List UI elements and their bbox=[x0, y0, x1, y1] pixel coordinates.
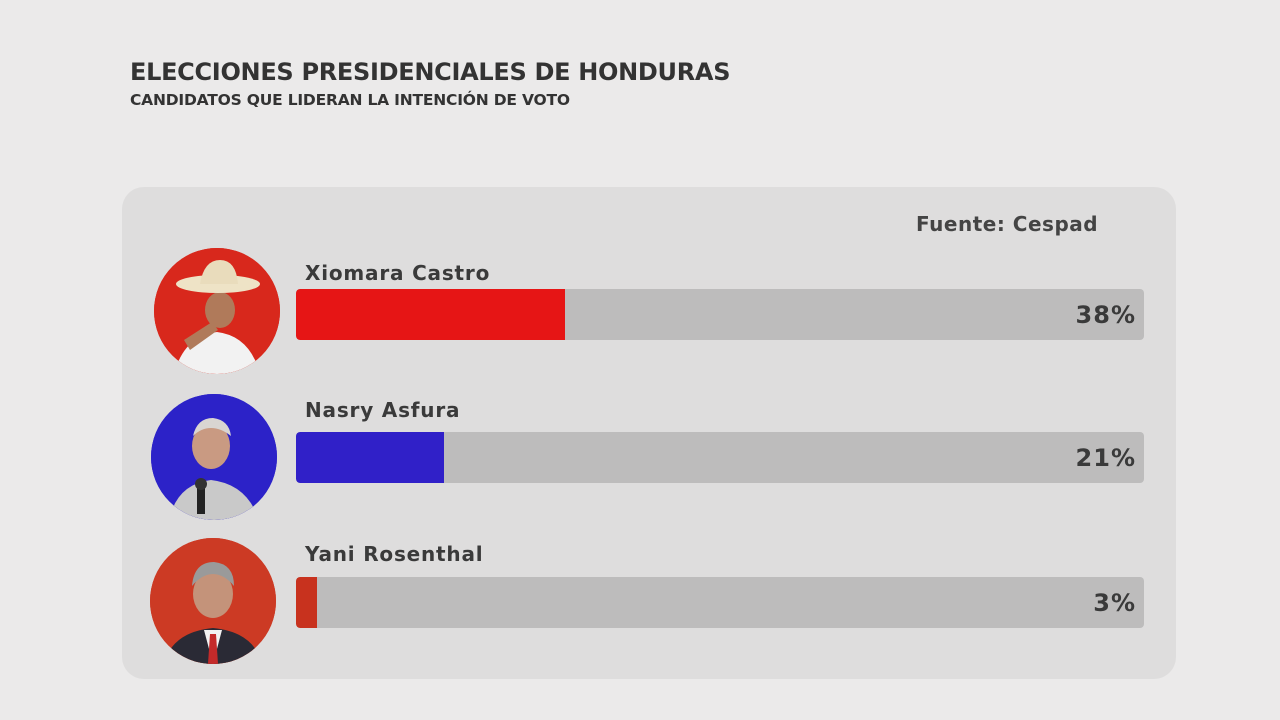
category-label: Yani Rosenthal bbox=[305, 542, 484, 566]
bar-fill bbox=[296, 577, 317, 628]
chart-title: ELECCIONES PRESIDENCIALES DE HONDURAS bbox=[130, 58, 731, 86]
bar-track: 21% bbox=[296, 432, 1144, 483]
category-label: Xiomara Castro bbox=[305, 261, 491, 285]
candidate-photo-icon bbox=[150, 538, 276, 664]
bar-track: 38% bbox=[296, 289, 1144, 340]
value-label: 38% bbox=[1075, 300, 1136, 329]
chart-subtitle: CANDIDATOS QUE LIDERAN LA INTENCIÓN DE V… bbox=[130, 91, 570, 109]
candidate-avatar bbox=[150, 538, 276, 664]
candidate-avatar bbox=[154, 248, 280, 374]
value-label: 3% bbox=[1093, 588, 1136, 617]
bar-track: 3% bbox=[296, 577, 1144, 628]
bar-fill bbox=[296, 289, 565, 340]
category-label: Nasry Asfura bbox=[305, 398, 461, 422]
value-label: 21% bbox=[1075, 443, 1136, 472]
bar-fill bbox=[296, 432, 444, 483]
candidate-avatar bbox=[151, 394, 277, 520]
source-label: Fuente: Cespad bbox=[916, 212, 1099, 236]
candidate-photo-icon bbox=[151, 394, 277, 520]
candidate-photo-icon bbox=[154, 248, 280, 374]
